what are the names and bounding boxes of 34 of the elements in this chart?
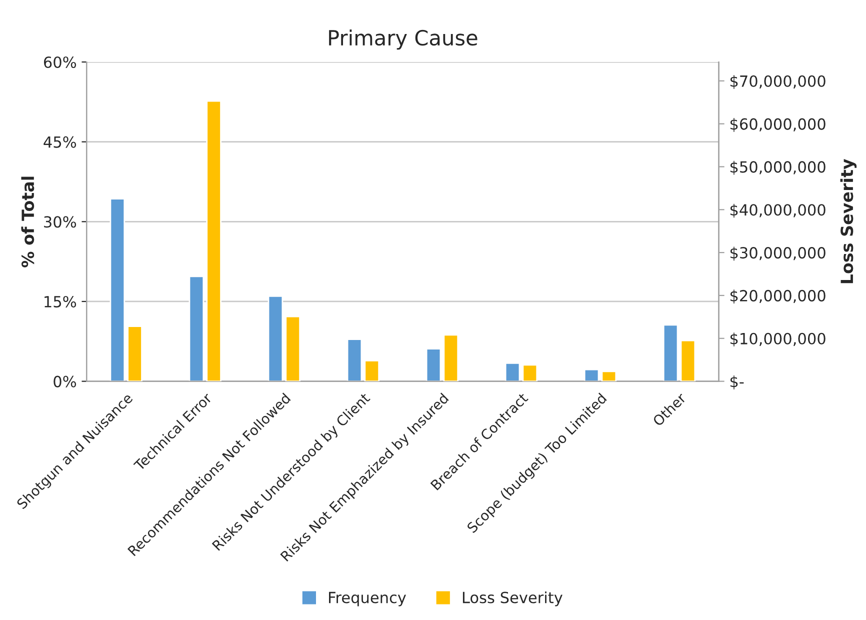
bar [443, 334, 459, 382]
bar [206, 100, 222, 382]
y2-axis-title: Loss Severity [840, 158, 857, 284]
bar [127, 326, 142, 382]
bar [662, 324, 678, 382]
y-tick-label: 30% [44, 216, 76, 228]
y2-tick-label: $30,000,000 [730, 246, 826, 261]
y2-tick-label: $50,000,000 [730, 160, 826, 175]
bar [426, 348, 442, 382]
bar [601, 370, 617, 382]
chart-title: Primary Cause [329, 30, 478, 50]
bar [110, 198, 126, 382]
bar [584, 368, 600, 382]
y-tick-label: 0% [54, 376, 76, 388]
bar [268, 295, 284, 382]
bar [188, 276, 204, 382]
y-tick-label: 45% [44, 136, 76, 148]
bar [346, 338, 362, 382]
bar [364, 360, 380, 382]
bar [285, 316, 300, 382]
y2-tick-label: $70,000,000 [730, 75, 826, 89]
y2-tick-label: $40,000,000 [730, 204, 826, 218]
bar [504, 362, 520, 382]
y2-tick-label: $60,000,000 [730, 118, 826, 132]
bar [680, 340, 696, 382]
legend-label: Loss Severity [462, 591, 562, 606]
legend-label: Frequency [329, 592, 406, 606]
y-tick-label: 60% [44, 56, 76, 68]
y-tick-label: 15% [44, 296, 76, 308]
y-axis-title: % of Total [21, 176, 34, 268]
y2-tick-label: $- [730, 375, 744, 390]
bar [522, 364, 538, 382]
y2-tick-label: $10,000,000 [730, 332, 826, 346]
y2-tick-label: $20,000,000 [730, 290, 826, 304]
